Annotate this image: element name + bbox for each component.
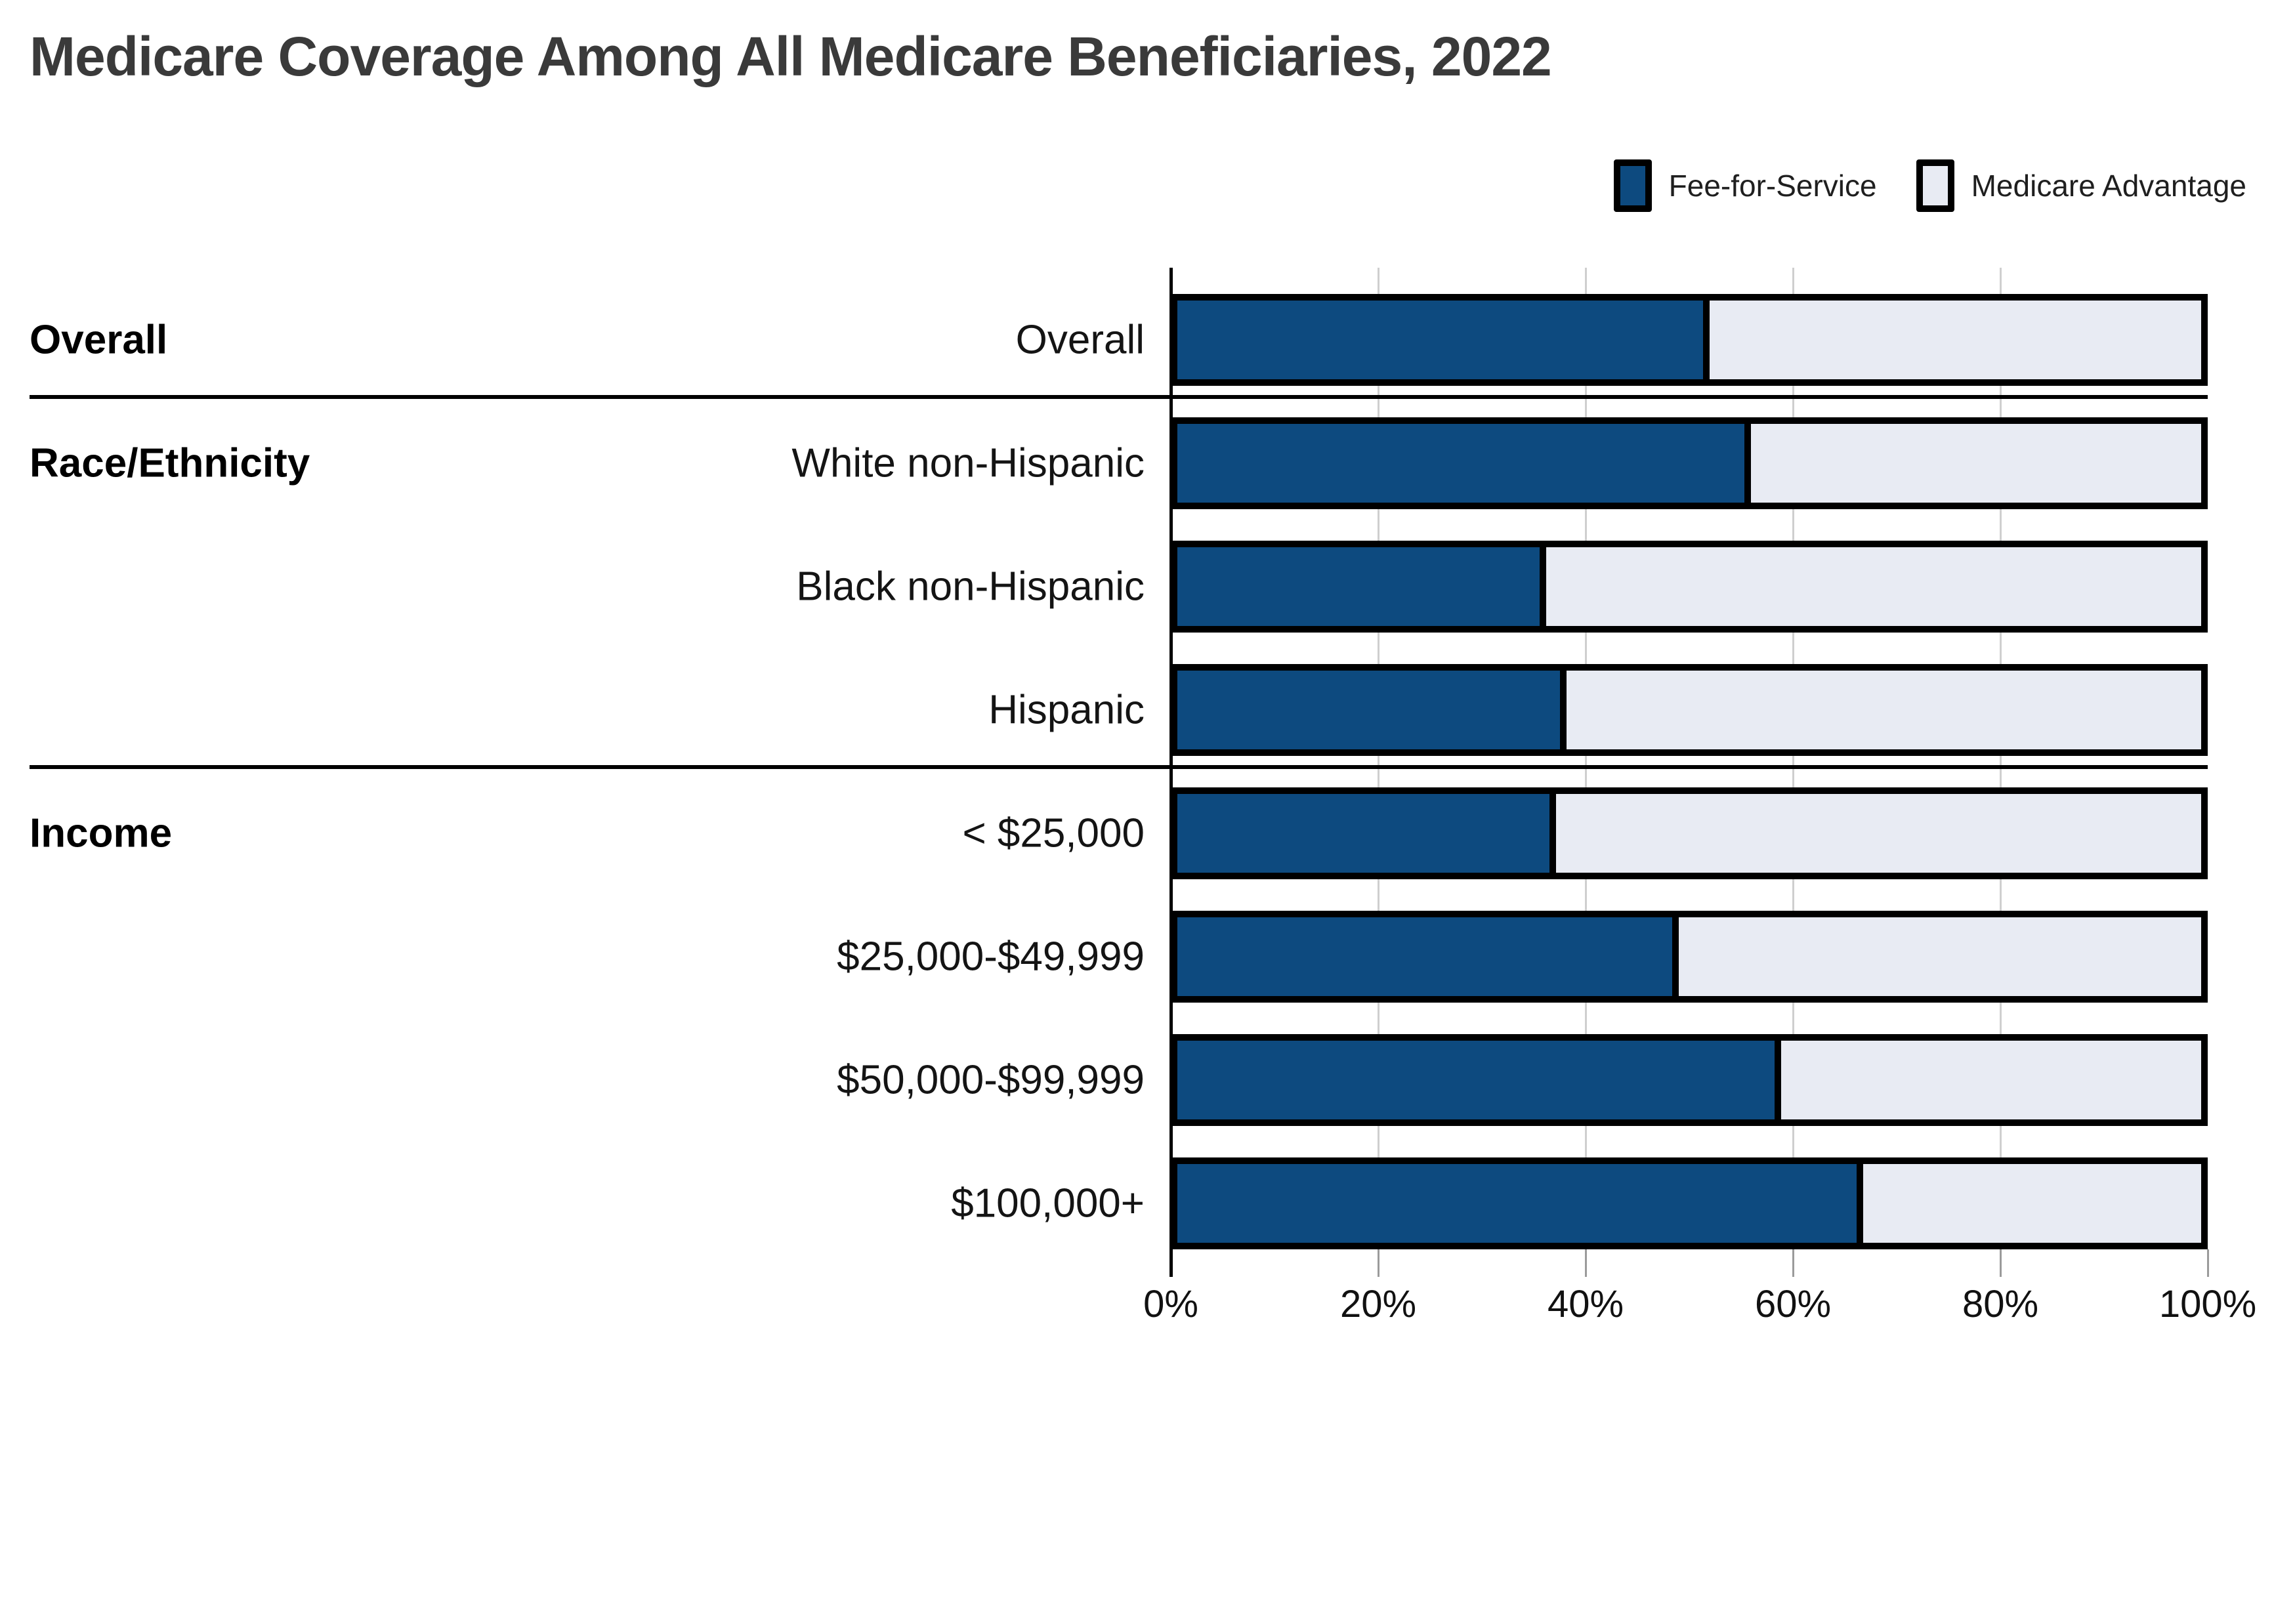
legend: Fee-for-Service Medicare Advantage xyxy=(1613,159,2246,212)
gridline xyxy=(1792,268,1794,1277)
category-label: $50,000-$99,999 xyxy=(837,1057,1145,1103)
bar-row-fee-for-service-segment xyxy=(1177,1164,1864,1243)
axis-tick xyxy=(1378,1249,1379,1277)
legend-label-medicare-advantage: Medicare Advantage xyxy=(1971,169,2246,203)
category-label: Overall xyxy=(1015,317,1145,363)
category-label: Black non-Hispanic xyxy=(796,564,1145,610)
section-separator xyxy=(30,395,2208,399)
bar-row-fee-for-service-segment xyxy=(1177,424,1751,503)
category-label: White non-Hispanic xyxy=(791,440,1145,486)
category-label: Hispanic xyxy=(988,687,1145,733)
axis-tick xyxy=(2207,1249,2209,1277)
section-label: Overall xyxy=(30,317,168,363)
bar-row-fee-for-service-segment xyxy=(1177,794,1557,873)
x-axis-zero-line xyxy=(1169,268,1173,1277)
legend-item-fee-for-service: Fee-for-Service xyxy=(1613,159,1877,212)
bar-row-medicare-advantage-segment xyxy=(1171,1157,2208,1249)
axis-tick-label: 80% xyxy=(1962,1283,2039,1325)
bar-row-medicare-advantage-segment xyxy=(1171,664,2208,756)
legend-swatch-fee-for-service-icon xyxy=(1613,159,1652,212)
legend-swatch-medicare-advantage-icon xyxy=(1916,159,1954,212)
chart-title: Medicare Coverage Among All Medicare Ben… xyxy=(30,26,1552,87)
category-label: $25,000-$49,999 xyxy=(837,934,1145,980)
bar-row-fee-for-service-segment xyxy=(1177,547,1546,626)
axis-tick-label: 20% xyxy=(1339,1283,1417,1325)
legend-item-medicare-advantage: Medicare Advantage xyxy=(1916,159,2246,212)
bar-row-medicare-advantage-segment xyxy=(1171,787,2208,879)
axis-tick-label: 0% xyxy=(1143,1283,1198,1325)
bar-row-fee-for-service-segment xyxy=(1177,301,1710,379)
section-label: Income xyxy=(30,810,173,856)
legend-label-fee-for-service: Fee-for-Service xyxy=(1668,169,1877,203)
axis-tick xyxy=(1585,1249,1587,1277)
gridline xyxy=(2000,268,2002,1277)
section-label: Race/Ethnicity xyxy=(30,440,310,486)
axis-tick-label: 60% xyxy=(1754,1283,1832,1325)
axis-tick xyxy=(2000,1249,2002,1277)
axis-tick-label: 100% xyxy=(2158,1283,2257,1325)
axis-tick-label: 40% xyxy=(1547,1283,1624,1325)
bar-row-medicare-advantage-segment xyxy=(1171,1034,2208,1126)
bar-row-fee-for-service-segment xyxy=(1177,671,1567,749)
bar-row-medicare-advantage-segment xyxy=(1171,417,2208,509)
axis-tick xyxy=(1792,1249,1794,1277)
gridline xyxy=(1585,268,1587,1277)
bar-row-medicare-advantage-segment xyxy=(1171,911,2208,1003)
gridline xyxy=(1378,268,1379,1277)
bar-row-fee-for-service-segment xyxy=(1177,1041,1782,1119)
category-label: $100,000+ xyxy=(951,1180,1145,1226)
section-separator xyxy=(30,765,2208,769)
category-label: < $25,000 xyxy=(962,810,1145,856)
bar-row-medicare-advantage-segment xyxy=(1171,294,2208,386)
bar-row-fee-for-service-segment xyxy=(1177,917,1679,996)
bar-row-medicare-advantage-segment xyxy=(1171,541,2208,633)
